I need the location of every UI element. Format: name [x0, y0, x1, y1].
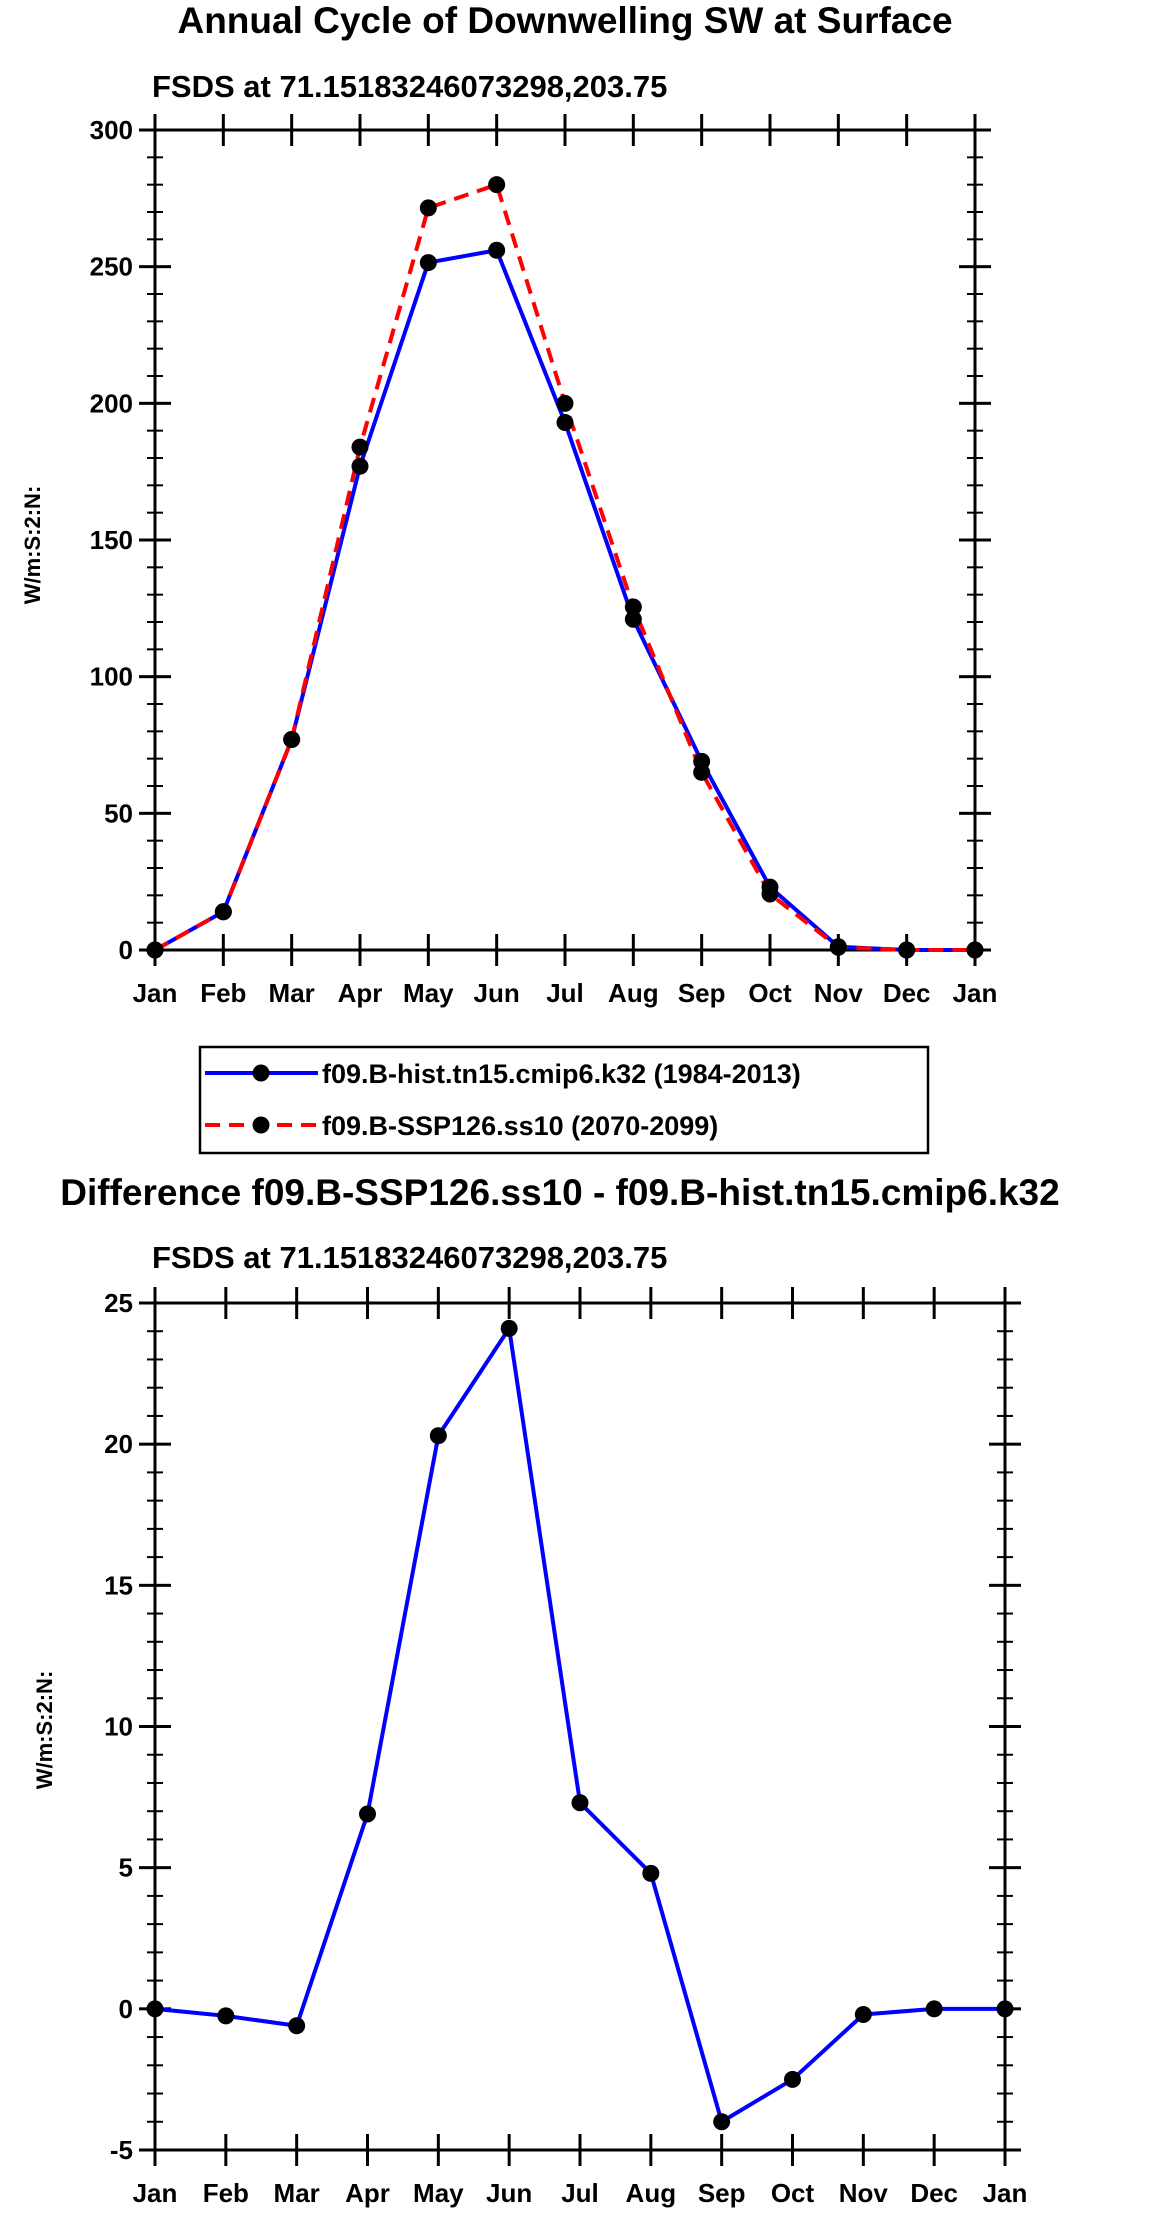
- chart1-ytick-label: 250: [90, 252, 133, 282]
- chart2-xtick-label: Dec: [910, 2178, 958, 2208]
- chart1-xtick-label: Mar: [269, 978, 315, 1008]
- chart1-series-1-point: [624, 598, 642, 616]
- chart1-series-1-point: [693, 763, 711, 781]
- chart2-series-0-point: [713, 2113, 731, 2131]
- chart2-series-0-point: [429, 1427, 447, 1445]
- legend: f09.B-hist.tn15.cmip6.k32 (1984-2013) f0…: [198, 1045, 930, 1155]
- legend-label-hist: f09.B-hist.tn15.cmip6.k32 (1984-2013): [322, 1059, 801, 1089]
- chart2-series-0-point: [784, 2070, 801, 2088]
- chart1-xtick-label: Jan: [953, 978, 998, 1008]
- chart1-ytick-label: 100: [90, 662, 133, 692]
- chart2-ytick-label: 15: [104, 1570, 133, 1600]
- chart1-series-1-line: [154, 182, 975, 952]
- chart1-series-0-line: [154, 248, 975, 952]
- chart2-xtick-label: Feb: [203, 2178, 249, 2208]
- chart1-xtick-label: Dec: [883, 978, 931, 1008]
- chart1-xtick-label: May: [403, 978, 454, 1008]
- chart1-series-1-point: [488, 176, 506, 194]
- chart2-series-0-point: [854, 2005, 872, 2023]
- legend-label-ssp: f09.B-SSP126.ss10 (2070-2099): [322, 1111, 718, 1141]
- chart1-frame: [153, 128, 977, 952]
- chart1-series-1-point: [283, 731, 301, 749]
- chart2-xtick-label: Mar: [274, 2178, 320, 2208]
- chart2-plot-area: -5 0 5 10 15 20 25 Jan Feb Mar Apr May Jun Jul Aug Sep O…: [104, 1287, 1027, 2208]
- chart1-xtick-label: Oct: [748, 978, 792, 1008]
- chart1-series-1-point: [556, 394, 574, 412]
- chart1-title: Annual Cycle of Downwelling SW at Surfac…: [177, 0, 952, 41]
- chart2-series-0-point: [925, 2000, 943, 2018]
- chart2-series-0-point: [359, 1805, 376, 1823]
- chart1-series-0-point: [351, 457, 369, 475]
- chart2-xtick-label: Jun: [486, 2178, 532, 2208]
- chart1-ytick-label: 0: [119, 935, 133, 965]
- chart2-series-0-point: [217, 2007, 235, 2025]
- chart1-xtick-label: Apr: [338, 978, 383, 1008]
- chart2-xtick-label: Jul: [561, 2178, 599, 2208]
- chart2-xtick-label: Jan: [983, 2178, 1028, 2208]
- legend-box: [198, 1045, 930, 1155]
- chart1-xtick-label: Nov: [814, 978, 864, 1008]
- chart1-xtick-label: Jul: [546, 978, 584, 1008]
- chart2-series-0-point: [642, 1864, 660, 1882]
- chart1-xtick-label: Feb: [200, 978, 246, 1008]
- chart1-xtick-label: Jan: [133, 978, 178, 1008]
- chart1-series-0-point: [488, 241, 506, 259]
- chart1-xtick-label: Aug: [608, 978, 659, 1008]
- chart1-ytick-label: 50: [104, 798, 133, 828]
- chart1-ytick-label: 150: [90, 525, 133, 555]
- chart1-subtitle: FSDS at 71.15183246073298,203.75: [152, 69, 667, 104]
- chart2-subtitle: FSDS at 71.15183246073298,203.75: [152, 1240, 667, 1275]
- chart2-xtick-label: Jan: [133, 2178, 178, 2208]
- chart1-series-0-point: [624, 610, 642, 628]
- chart2-title: Difference f09.B-SSP126.ss10 - f09.B-his…: [60, 1172, 1059, 1213]
- chart1-series-1-point: [898, 941, 916, 959]
- chart1-series-1-point: [214, 903, 232, 921]
- chart1-xtick-label: Jun: [474, 978, 520, 1008]
- chart2-series-0-point: [500, 1319, 518, 1337]
- chart2-xtick-label: May: [413, 2178, 464, 2208]
- chart1-series-0-point: [419, 254, 437, 272]
- chart1-ytick-label: 300: [90, 115, 133, 145]
- chart1-series-1-point: [351, 438, 369, 456]
- chart1-series-1-point: [829, 938, 847, 956]
- chart1-series-0-point: [556, 413, 574, 431]
- chart2-series-0-point: [996, 2000, 1014, 2018]
- chart2-ytick-label: 25: [104, 1288, 133, 1318]
- chart2-series-0-line: [154, 1326, 1005, 2124]
- chart2-ytick-label: -5: [110, 2135, 133, 2165]
- chart2-series-0-point: [288, 2017, 306, 2035]
- chart2-ytick-label: 0: [119, 1994, 133, 2024]
- chart2-y-axis-label: W/m:S:2:N:: [32, 1671, 57, 1790]
- legend-marker-ssp: [252, 1116, 270, 1134]
- chart2-xtick-label: Nov: [839, 2178, 889, 2208]
- chart1-series-1-point: [761, 885, 779, 903]
- chart2-series-0-point: [146, 2000, 164, 2018]
- chart2-xtick-label: Sep: [698, 2178, 746, 2208]
- chart2-ytick-label: 10: [104, 1712, 133, 1742]
- chart1-ytick-label: 200: [90, 388, 133, 418]
- chart1-series-1-point: [419, 199, 437, 217]
- chart1-series-1-point: [146, 941, 164, 959]
- chart1-plot-area: 0 50 100 150 200 250 300 Jan Feb Mar Apr May Jun Jul A…: [90, 114, 998, 1008]
- chart2-xtick-label: Aug: [626, 2178, 677, 2208]
- chart1-y-axis-label: W/m:S:2:N:: [20, 486, 45, 605]
- chart1-xtick-label: Sep: [678, 978, 726, 1008]
- chart1-series-1-point: [966, 941, 984, 959]
- chart2-series-0-point: [571, 1794, 589, 1812]
- chart2-ytick-label: 5: [119, 1853, 133, 1883]
- chart2-xtick-label: Oct: [771, 2178, 815, 2208]
- chart2-xtick-label: Apr: [345, 2178, 390, 2208]
- chart2-ytick-label: 20: [104, 1429, 133, 1459]
- legend-marker-hist: [252, 1064, 270, 1082]
